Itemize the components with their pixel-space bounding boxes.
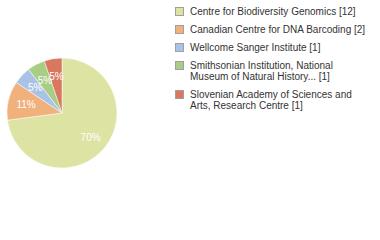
html-text:Smithsonian Institution, Natio: Smithsonian Institution, National Museum… bbox=[190, 60, 333, 82]
svg-text:70%: 70% bbox=[81, 132, 101, 143]
svg-text:5%: 5% bbox=[49, 71, 64, 82]
html-text:Slovenian Academy of Sciences: Slovenian Academy of Sciences and Arts, … bbox=[190, 89, 352, 111]
html-text:Wellcome Sanger Institute [1]: Wellcome Sanger Institute [1] bbox=[190, 42, 321, 53]
svg-text:5%: 5% bbox=[28, 82, 43, 94]
html-text:Centre for Biodiversity Genomi: Centre for Biodiversity Genomics [12] bbox=[190, 6, 356, 17]
svg-text:5%: 5% bbox=[37, 74, 53, 86]
svg-text:11%: 11% bbox=[16, 99, 35, 110]
html-text:Canadian Centre for DNA Barcod: Canadian Centre for DNA Barcoding [2] bbox=[190, 24, 366, 35]
